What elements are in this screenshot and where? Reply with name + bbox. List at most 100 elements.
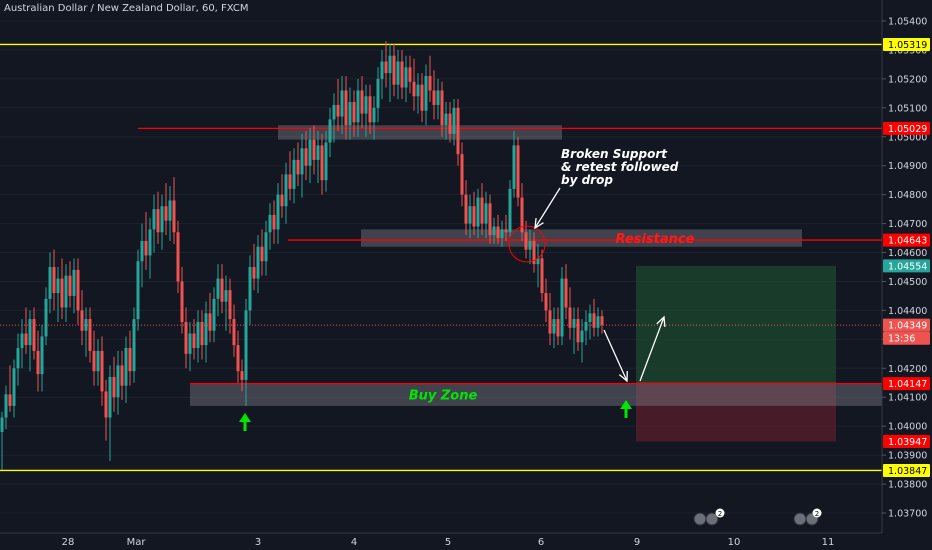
candle — [28, 310, 32, 372]
candle — [12, 359, 16, 418]
candle-body — [504, 229, 508, 233]
candle — [148, 217, 152, 279]
candle-body — [416, 84, 420, 97]
candle-body — [340, 90, 344, 117]
candle — [76, 258, 80, 325]
candle — [236, 330, 240, 383]
count-bg — [715, 508, 725, 518]
time-tick-label: 9 — [634, 537, 640, 548]
candle — [544, 278, 548, 322]
candle-body — [332, 104, 336, 120]
candle-body — [20, 333, 24, 349]
candle — [516, 136, 520, 207]
candle-body — [292, 159, 296, 189]
candle — [276, 183, 280, 244]
candle-body — [280, 194, 284, 207]
candle — [124, 336, 128, 404]
price-label: 1.04147 — [883, 377, 930, 391]
candle — [56, 267, 60, 322]
arrow-head — [618, 370, 628, 383]
candle-body — [252, 267, 256, 279]
zone-label: Buy Zone — [409, 389, 478, 404]
candle-body — [436, 90, 440, 105]
candle — [372, 96, 376, 140]
event-icon — [705, 512, 719, 526]
candle-body — [256, 246, 260, 279]
price-label: 1.03847 — [883, 463, 930, 477]
candle — [584, 310, 588, 346]
candle-body — [8, 394, 12, 406]
candle — [548, 293, 552, 346]
candle-body — [248, 267, 252, 311]
candle — [512, 130, 516, 198]
candle-body — [532, 240, 536, 265]
candle-body — [64, 275, 68, 308]
candle-body — [16, 348, 20, 369]
zone-1 — [361, 229, 802, 247]
candle — [456, 99, 460, 166]
time-tick-label: 3 — [255, 537, 261, 548]
candle — [576, 307, 580, 351]
candle — [392, 44, 396, 97]
candle — [472, 191, 476, 236]
candle — [200, 310, 204, 360]
time-tick-label: Mar — [127, 537, 147, 548]
candle — [292, 148, 296, 204]
candle-body — [588, 313, 592, 322]
candle — [68, 261, 72, 308]
price-tick-label: 1.04100 — [888, 393, 927, 404]
candle — [204, 301, 208, 363]
candle — [332, 93, 336, 143]
candle-body — [396, 61, 400, 85]
candle — [436, 78, 440, 120]
candle — [348, 87, 352, 140]
candle — [268, 203, 272, 250]
candle-body — [320, 145, 324, 181]
candle-body — [468, 206, 472, 224]
candle-body — [48, 267, 52, 299]
candle — [244, 298, 248, 406]
candle — [388, 44, 392, 103]
candle-body — [0, 417, 4, 432]
candle — [144, 212, 148, 270]
candle — [564, 264, 568, 320]
candle — [428, 55, 432, 103]
candle — [376, 67, 380, 123]
candle — [448, 102, 452, 143]
candle — [328, 107, 332, 158]
candle-body — [348, 102, 352, 126]
candle — [0, 411, 4, 470]
candle-body — [472, 206, 476, 227]
candle-body — [524, 232, 528, 250]
candle-body — [72, 269, 76, 296]
candle — [308, 128, 312, 184]
candle — [212, 287, 216, 343]
candle-body — [460, 154, 464, 195]
price-tick-label: 1.04500 — [888, 277, 927, 288]
candle-body — [560, 278, 564, 337]
candle — [300, 133, 304, 198]
candle-body — [104, 391, 108, 418]
candle — [336, 78, 340, 131]
price-tick-label: 1.04600 — [888, 248, 927, 259]
price-tick-label: 1.05400 — [888, 17, 927, 28]
candle-body — [268, 214, 272, 233]
candle — [116, 350, 120, 415]
arrow-shaft — [639, 316, 665, 382]
candle-body — [312, 139, 316, 160]
candle — [152, 194, 156, 253]
candle-body — [368, 96, 372, 123]
price-label-bg — [883, 463, 930, 477]
candle — [100, 336, 104, 406]
green-arrow-head — [239, 413, 251, 422]
candle-body — [224, 290, 228, 302]
candle — [72, 258, 76, 314]
price-label-text: 13:36 — [888, 334, 915, 345]
candle-body — [492, 226, 496, 236]
candle — [280, 174, 284, 218]
candle — [264, 220, 268, 276]
candle-body — [160, 206, 164, 233]
candle-body — [228, 290, 232, 320]
candle-body — [568, 307, 572, 328]
